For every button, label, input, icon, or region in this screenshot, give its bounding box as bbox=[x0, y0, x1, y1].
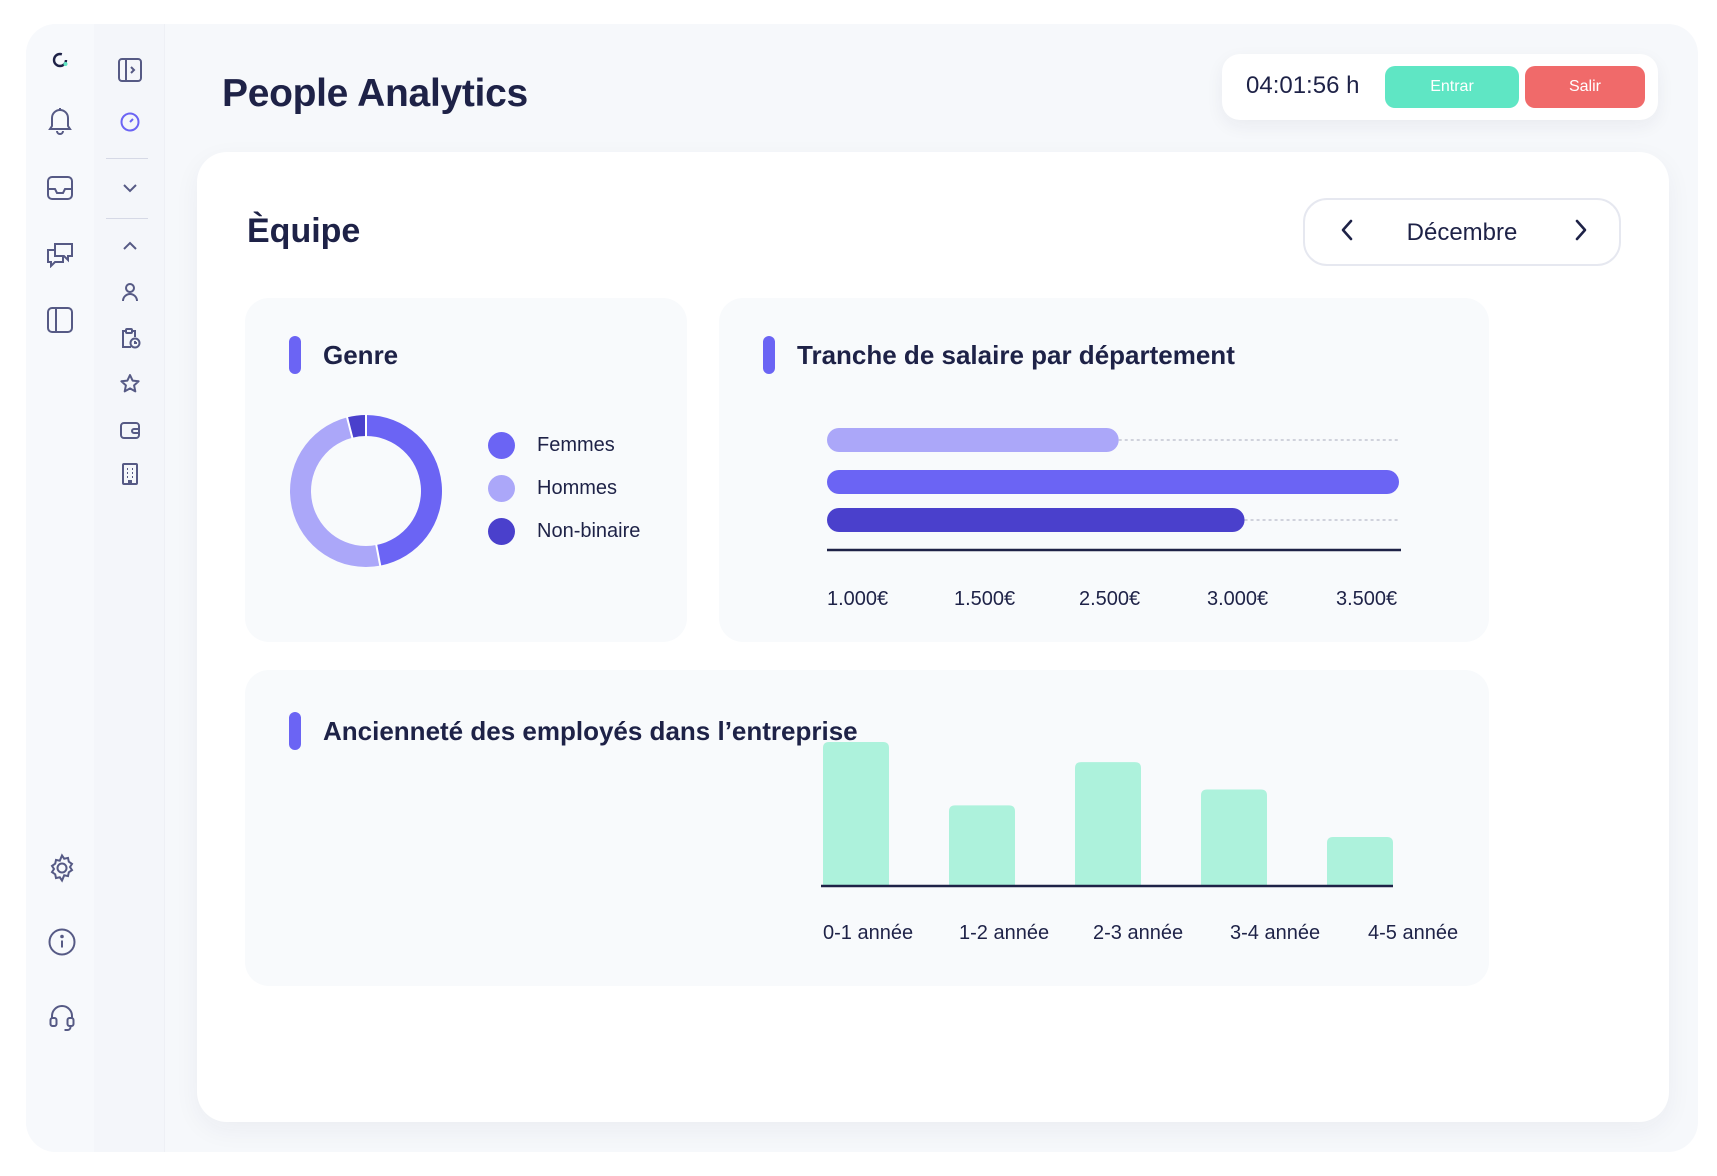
team-card: Èquipe Décembre Genre Femmes bbox=[197, 152, 1669, 1122]
time-tracker: 04:01:56 h Entrar Salir bbox=[1222, 54, 1658, 120]
legend-item-femmes: Femmes bbox=[488, 432, 615, 459]
salary-tick-label: 3.000€ bbox=[1207, 588, 1269, 610]
inbox-icon[interactable] bbox=[36, 164, 84, 212]
user-icon[interactable] bbox=[110, 272, 150, 312]
legend-label: Non-binaire bbox=[537, 520, 641, 542]
wallet-icon[interactable] bbox=[110, 410, 150, 450]
tenure-panel: Ancienneté des employés dans l’entrepris… bbox=[245, 670, 1489, 986]
month-selector: Décembre bbox=[1303, 198, 1621, 266]
salary-tick-label: 1.500€ bbox=[954, 588, 1016, 610]
legend-dot-hommes bbox=[488, 475, 515, 502]
gender-donut-chart bbox=[290, 414, 442, 567]
legend-item-hommes: Hommes bbox=[488, 475, 617, 502]
legend-label: Hommes bbox=[537, 477, 618, 499]
clipboard-clock-icon[interactable] bbox=[110, 318, 150, 358]
chevron-left-icon bbox=[1340, 218, 1354, 247]
panel-layout-icon[interactable] bbox=[36, 296, 84, 344]
previous-month-button[interactable] bbox=[1329, 214, 1365, 250]
salary-bar-chart bbox=[827, 428, 1401, 552]
donut-slice-femmes bbox=[366, 415, 442, 566]
tenure-category-label: 4-5 année bbox=[1368, 922, 1459, 944]
tenure-category-label: 1-2 année bbox=[959, 922, 1050, 944]
salary-bar bbox=[827, 470, 1399, 494]
tenure-category-label: 3-4 année bbox=[1230, 922, 1321, 944]
legend-label: Femmes bbox=[537, 434, 615, 456]
chevron-up-icon[interactable] bbox=[110, 226, 150, 266]
tenure-panel-title: Ancienneté des employés dans l’entrepris… bbox=[323, 716, 858, 746]
star-icon[interactable] bbox=[110, 364, 150, 404]
legend-dot-non-binaire bbox=[488, 518, 515, 545]
panel-accent bbox=[763, 336, 775, 374]
donut-slice-hommes bbox=[290, 417, 381, 567]
info-icon[interactable] bbox=[38, 918, 86, 966]
panel-accent bbox=[289, 336, 301, 374]
tenure-bar bbox=[1075, 762, 1141, 886]
next-month-button[interactable] bbox=[1563, 214, 1599, 250]
chat-icon[interactable] bbox=[36, 230, 84, 278]
settings-gear-icon[interactable] bbox=[38, 844, 86, 892]
panel-accent bbox=[289, 712, 301, 750]
tenure-category-label: 2-3 année bbox=[1093, 922, 1184, 944]
tenure-bar bbox=[1327, 837, 1393, 886]
primary-sidebar bbox=[26, 24, 94, 1152]
gender-panel-title: Genre bbox=[323, 340, 399, 370]
tenure-bar bbox=[823, 742, 889, 886]
notifications-bell-icon[interactable] bbox=[36, 96, 84, 144]
chevron-right-icon bbox=[1574, 218, 1588, 247]
donut-separator bbox=[345, 416, 354, 439]
support-headset-icon[interactable] bbox=[38, 992, 86, 1040]
tenure-bar bbox=[949, 805, 1015, 886]
secondary-sidebar bbox=[94, 24, 165, 1152]
logo-icon[interactable] bbox=[44, 44, 76, 76]
tenure-category-label: 0-1 année bbox=[823, 922, 914, 944]
salary-tick-label: 2.500€ bbox=[1079, 588, 1141, 610]
salary-tick-label: 3.500€ bbox=[1336, 588, 1398, 610]
tenure-bar-chart bbox=[821, 742, 1393, 888]
salary-tick-label: 1.000€ bbox=[827, 588, 889, 610]
current-month: Décembre bbox=[1406, 219, 1518, 246]
expand-sidebar-icon[interactable] bbox=[110, 50, 150, 90]
app-frame: People Analytics 04:01:56 h Entrar Salir… bbox=[26, 24, 1698, 1152]
page-title: People Analytics bbox=[222, 72, 528, 115]
legend-item-non-binaire: Non-binaire bbox=[488, 518, 640, 545]
clock-in-button[interactable]: Entrar bbox=[1385, 66, 1519, 108]
divider bbox=[106, 218, 148, 219]
salary-panel-title: Tranche de salaire par département bbox=[797, 340, 1235, 370]
legend-dot-femmes bbox=[488, 432, 515, 459]
clock-out-button[interactable]: Salir bbox=[1525, 66, 1645, 108]
tenure-bar bbox=[1201, 789, 1267, 886]
dashboard-gauge-icon[interactable] bbox=[110, 102, 150, 142]
salary-bar bbox=[827, 508, 1245, 532]
salary-panel: Tranche de salaire par département 1.000… bbox=[719, 298, 1489, 642]
gender-panel: Genre Femmes Hommes Non-binaire bbox=[245, 298, 687, 642]
salary-bar bbox=[827, 428, 1119, 452]
donut-separator bbox=[375, 543, 382, 567]
divider bbox=[106, 158, 148, 159]
chevron-down-icon[interactable] bbox=[110, 168, 150, 208]
elapsed-time: 04:01:56 h bbox=[1246, 72, 1360, 99]
team-title: Èquipe bbox=[247, 212, 361, 250]
building-icon[interactable] bbox=[110, 454, 150, 494]
